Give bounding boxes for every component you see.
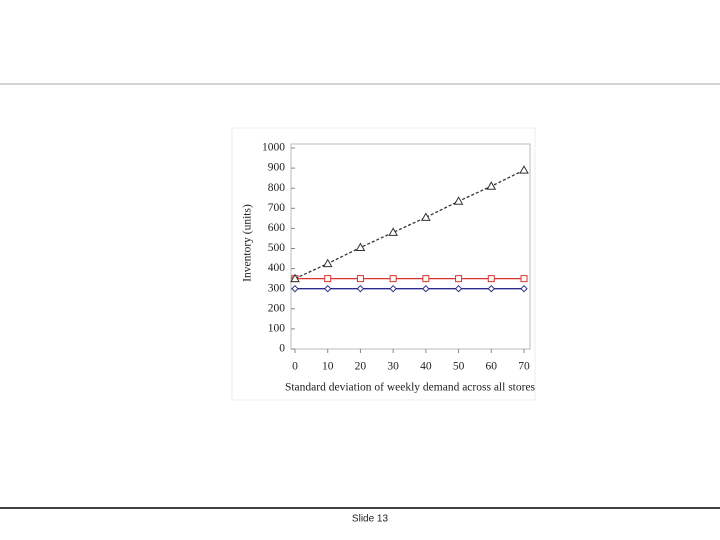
y-tick-label: 300 [268,282,286,294]
series-line [294,169,525,280]
square-marker [389,275,397,283]
y-tick-label: 200 [268,302,286,314]
square-marker [422,275,430,283]
square-marker [520,275,528,283]
diamond-marker [324,284,332,293]
x-tick-label: 40 [420,361,432,373]
diamond-marker [422,284,430,293]
triangle-marker [355,242,366,251]
x-tick-label: 60 [486,361,498,373]
x-tick-label: 20 [355,361,367,373]
diamond-marker [520,284,528,293]
diamond-marker [291,284,299,293]
chart-frame [231,127,536,401]
square-marker [356,275,364,283]
plot-area [290,143,531,350]
x-tick-label: 0 [292,361,298,373]
x-tick-label: 70 [518,361,530,373]
x-axis-label: Standard deviation of weekly demand acro… [285,382,536,394]
diamond-marker [487,284,495,293]
y-tick-label: 400 [268,262,286,274]
x-tick-label: 10 [322,361,334,373]
square-marker [455,275,463,283]
y-tick-label: 500 [268,242,286,254]
y-tick-label: 800 [268,182,286,194]
y-axis-label: Inventory (units) [242,204,254,282]
triangle-marker [486,181,497,190]
y-tick-label: 100 [268,323,286,335]
triangle-marker [420,212,431,221]
triangle-marker [322,258,333,268]
diamond-marker [389,284,397,293]
x-tick-label: 50 [453,361,465,373]
y-tick-label: 0 [279,343,285,355]
triangle-marker [519,165,529,174]
diamond-marker [454,284,463,293]
y-tick-label: 700 [268,202,286,214]
triangle-marker [453,196,464,205]
slide-number: Slide 13 [352,514,389,525]
y-tick-label: 900 [268,162,286,174]
y-tick-label: 1000 [262,142,285,154]
triangle-marker [290,273,300,283]
diamond-marker [356,284,365,293]
square-marker [324,275,332,283]
y-tick-label: 600 [268,222,286,234]
square-marker [487,275,495,283]
triangle-marker [388,227,399,236]
x-tick-label: 30 [387,361,399,373]
